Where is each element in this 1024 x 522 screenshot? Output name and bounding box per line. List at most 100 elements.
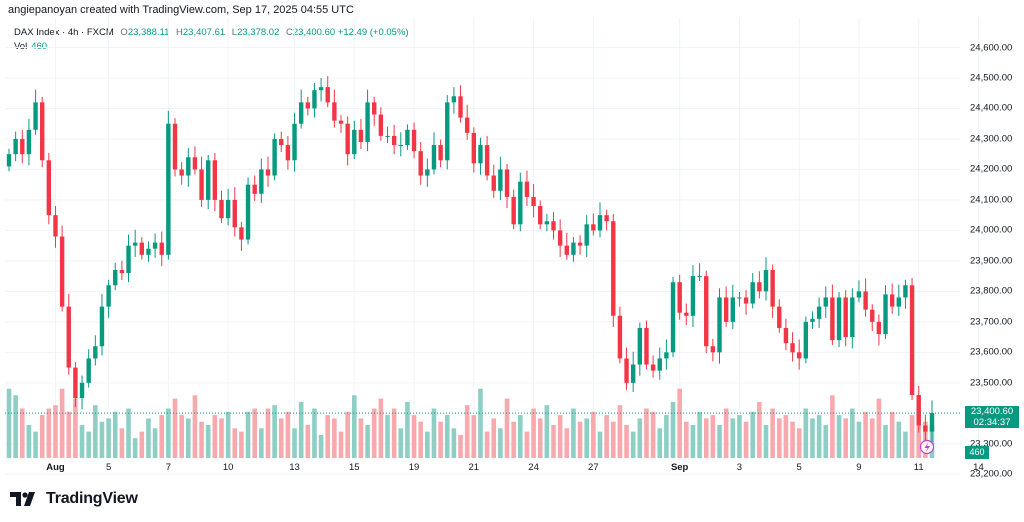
volume-bar (504, 398, 510, 458)
candle-body (431, 145, 437, 170)
time-axis-tick: 5 (105, 462, 112, 473)
volume-bar (39, 415, 45, 458)
volume-bar (172, 398, 178, 458)
time-axis-tick: Aug (46, 462, 65, 473)
candle-body (690, 276, 696, 316)
candle-body (318, 87, 324, 91)
price-axis-tick: 24,300.00 (970, 133, 1013, 145)
price-axis-tick: 24,500.00 (970, 72, 1013, 84)
volume-bar (511, 421, 516, 458)
volume-bar (597, 431, 603, 458)
candle-body (723, 297, 729, 322)
volume-bar (259, 428, 264, 458)
volume-bar (617, 405, 623, 458)
candle-body (743, 297, 749, 304)
candle-body (212, 160, 218, 200)
candle-body (126, 245, 131, 274)
volume-tag: 460 (965, 446, 989, 459)
volume-bar (86, 431, 91, 458)
candle-body (451, 96, 457, 103)
price-axis-tick: 23,300.00 (970, 438, 1013, 450)
volume-bar (551, 425, 556, 458)
candle-body (843, 297, 848, 338)
price-chart[interactable] (0, 0, 1024, 480)
volume-bar (664, 415, 669, 458)
volume-bar (524, 431, 530, 458)
candle-body (252, 184, 257, 194)
candle-body (398, 145, 403, 147)
ohlc-row: DAX Index · 4h · FXCM O23,388.11 H23,407… (14, 26, 409, 40)
last-price-value: 23,400.60 (970, 406, 1014, 418)
tradingview-logo[interactable]: TradingView (10, 490, 138, 508)
candle-body (750, 282, 755, 304)
candle-body (372, 102, 377, 115)
candle-body (358, 129, 364, 142)
volume-bar (166, 408, 171, 458)
volume-bar (537, 418, 543, 458)
time-axis-tick: 13 (289, 462, 300, 473)
volume-bar (112, 411, 118, 458)
volume-bar (843, 418, 848, 458)
close-value: 23,400.60 (292, 27, 336, 38)
candle-body (352, 129, 357, 155)
volume-bar (850, 408, 855, 458)
volume-bar (431, 408, 437, 458)
volume-bar (132, 438, 138, 458)
time-axis-tick: 27 (588, 462, 599, 473)
time-axis-tick: 24 (528, 462, 539, 473)
candle-body (903, 285, 908, 298)
volume-label[interactable]: Vol (14, 41, 28, 52)
candle-body (836, 297, 842, 341)
open-label: O (120, 27, 128, 38)
candle-body (637, 327, 643, 365)
time-axis-tick: 7 (165, 462, 172, 473)
candle-body (298, 102, 304, 124)
candle-body (292, 123, 297, 161)
symbol-legend: DAX Index · 4h · FXCM O23,388.11 H23,407… (14, 26, 409, 54)
candle-body (93, 346, 98, 359)
volume-bar (338, 431, 344, 458)
volume-bar (451, 428, 457, 458)
candle-body (916, 395, 921, 426)
candle-body (13, 138, 18, 155)
volume-bar (345, 411, 350, 458)
volume-bar (93, 405, 98, 458)
candle-body (464, 117, 470, 133)
volume-bar (464, 405, 470, 458)
candle-body (265, 169, 271, 176)
candle-body (33, 102, 38, 130)
candle-body (657, 358, 662, 371)
time-axis-tick: 5 (796, 462, 802, 473)
candle-body (664, 352, 669, 359)
chart-credit-header: angiepanoyan created with TradingView.co… (8, 4, 354, 16)
candle-body (491, 175, 496, 191)
candle-body (803, 321, 809, 359)
price-axis-tick: 23,700.00 (970, 316, 1013, 328)
volume-bar (185, 418, 191, 458)
volume-bar (763, 425, 769, 458)
symbol-name[interactable]: DAX Index · 4h · FXCM (14, 27, 114, 38)
candle-body (172, 123, 178, 170)
volume-bar (46, 408, 52, 458)
volume-bar (830, 395, 835, 458)
candle-body (146, 248, 151, 255)
volume-bar (239, 431, 244, 458)
candle-body (46, 160, 52, 216)
candle-body (332, 102, 337, 121)
volume-bar (564, 428, 570, 458)
volume-bar (351, 395, 357, 458)
candle-body (591, 224, 596, 231)
volume-bar (498, 428, 503, 458)
price-axis-tick: 24,600.00 (970, 42, 1013, 53)
volume-bar (458, 434, 463, 458)
volume-bar (690, 425, 696, 458)
candle-body (484, 145, 490, 176)
candle-body (26, 129, 32, 155)
candle-body (445, 102, 450, 161)
candle-body (192, 157, 198, 170)
candle-body (206, 160, 211, 200)
volume-bar (630, 431, 636, 458)
close-label: C (286, 27, 293, 38)
price-axis-tick: 24,200.00 (970, 163, 1013, 175)
candle-body (551, 221, 556, 231)
